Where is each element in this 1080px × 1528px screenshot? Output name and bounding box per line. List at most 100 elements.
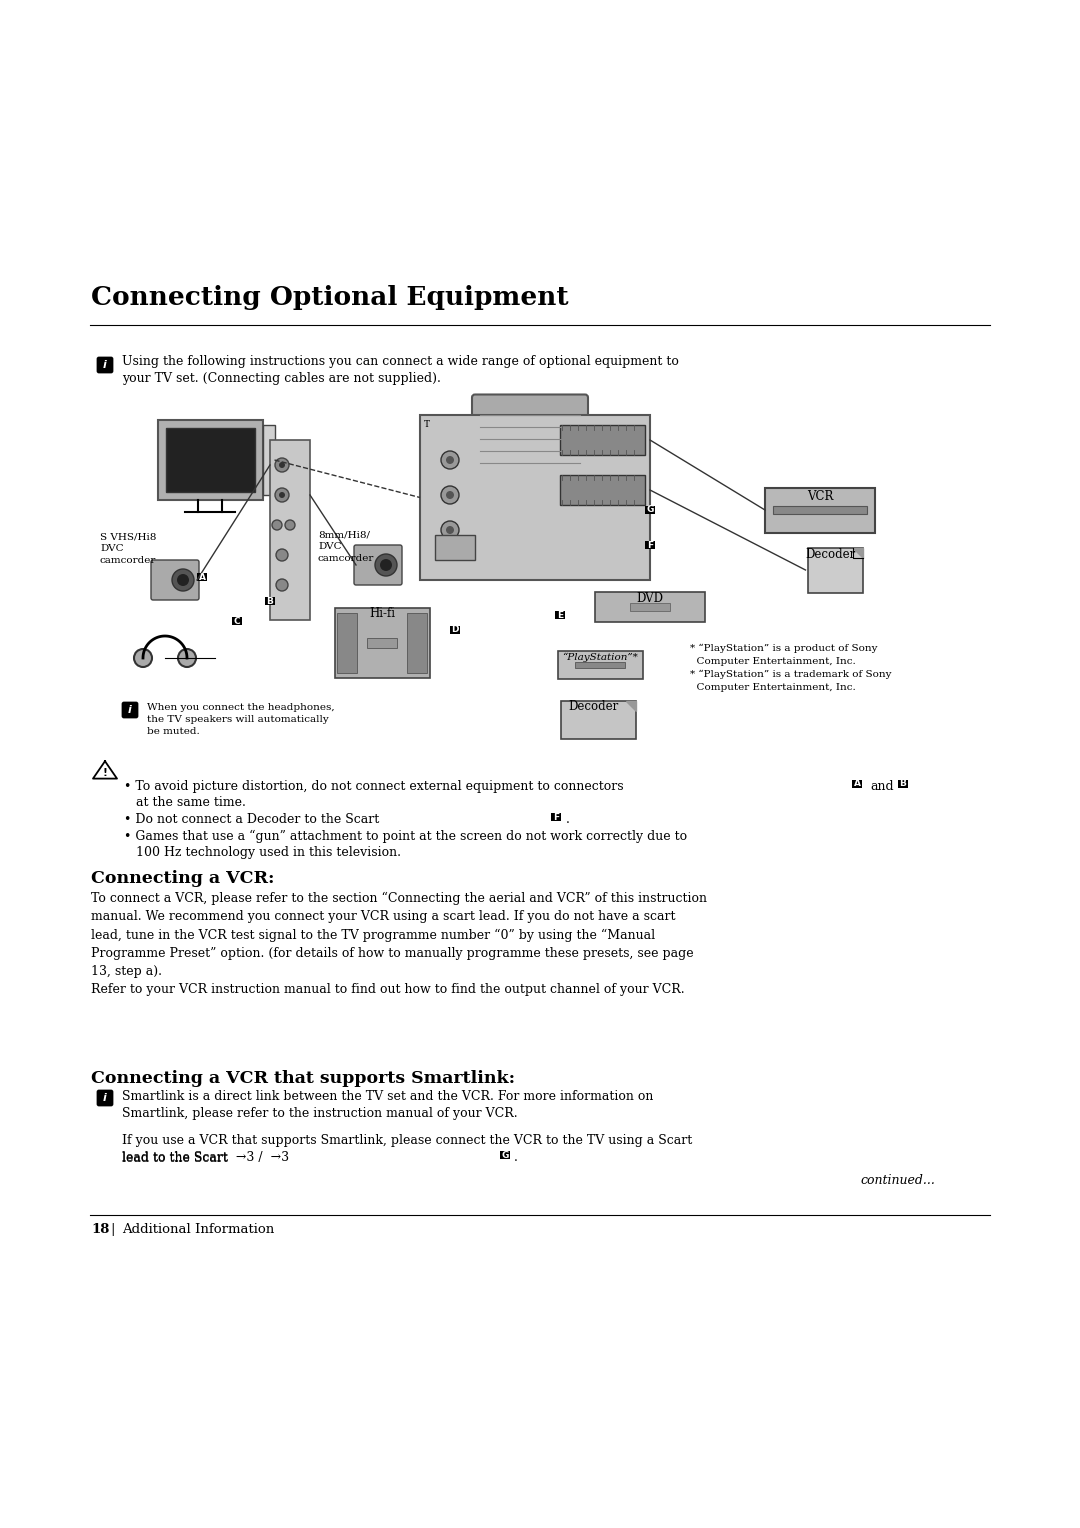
FancyBboxPatch shape (645, 541, 656, 550)
Circle shape (177, 575, 189, 587)
FancyBboxPatch shape (450, 626, 460, 634)
Text: S VHS/Hi8
DVC
camcorder: S VHS/Hi8 DVC camcorder (100, 532, 157, 565)
Circle shape (441, 486, 459, 504)
FancyBboxPatch shape (557, 651, 643, 678)
Text: Additional Information: Additional Information (122, 1222, 274, 1236)
Text: G: G (501, 1151, 509, 1160)
Circle shape (172, 568, 194, 591)
Text: 8mm/Hi8/
DVC
camcorder: 8mm/Hi8/ DVC camcorder (318, 530, 375, 562)
FancyBboxPatch shape (97, 1091, 112, 1106)
Text: i: i (103, 1093, 107, 1103)
Circle shape (441, 451, 459, 469)
Text: .: . (514, 1151, 518, 1164)
Text: • To avoid picture distortion, do not connect external equipment to connectors: • To avoid picture distortion, do not co… (124, 779, 623, 793)
Text: * “PlayStation” is a trademark of Sony: * “PlayStation” is a trademark of Sony (690, 669, 891, 680)
FancyBboxPatch shape (266, 597, 274, 605)
Text: Connecting Optional Equipment: Connecting Optional Equipment (91, 286, 569, 310)
Circle shape (276, 549, 288, 561)
Text: Decoder: Decoder (568, 700, 618, 714)
FancyBboxPatch shape (158, 420, 262, 500)
Text: Connecting a VCR:: Connecting a VCR: (91, 869, 274, 886)
FancyBboxPatch shape (198, 573, 206, 581)
Polygon shape (93, 761, 117, 779)
FancyBboxPatch shape (337, 613, 357, 672)
FancyBboxPatch shape (270, 440, 310, 620)
Text: If you use a VCR that supports Smartlink, please connect the VCR to the TV using: If you use a VCR that supports Smartlink… (122, 1134, 692, 1164)
Circle shape (134, 649, 152, 668)
Circle shape (441, 521, 459, 539)
Text: Smartlink is a direct link between the TV set and the VCR. For more information : Smartlink is a direct link between the T… (122, 1089, 653, 1120)
Text: .: . (566, 813, 570, 827)
Circle shape (285, 520, 295, 530)
Circle shape (178, 649, 195, 668)
FancyBboxPatch shape (561, 425, 645, 455)
Circle shape (276, 579, 288, 591)
Text: and: and (870, 779, 893, 793)
Circle shape (275, 458, 289, 472)
Text: !: ! (103, 767, 107, 778)
FancyBboxPatch shape (354, 545, 402, 585)
FancyBboxPatch shape (262, 425, 274, 495)
FancyBboxPatch shape (575, 662, 625, 668)
FancyBboxPatch shape (595, 591, 705, 622)
FancyBboxPatch shape (367, 639, 397, 648)
Text: C: C (233, 616, 241, 625)
Text: Connecting a VCR that supports Smartlink:: Connecting a VCR that supports Smartlink… (91, 1070, 515, 1086)
Circle shape (446, 455, 454, 465)
Text: To connect a VCR, please refer to the section “Connecting the aerial and VCR” of: To connect a VCR, please refer to the se… (91, 892, 707, 996)
Text: at the same time.: at the same time. (136, 796, 246, 808)
Text: “PlayStation”*: “PlayStation”* (562, 652, 638, 662)
FancyBboxPatch shape (122, 703, 137, 718)
Text: |: | (110, 1222, 114, 1236)
Text: lead to the Scart  →3 /  →3: lead to the Scart →3 / →3 (122, 1151, 289, 1164)
FancyBboxPatch shape (435, 535, 475, 559)
FancyBboxPatch shape (852, 781, 862, 788)
Circle shape (279, 492, 285, 498)
Circle shape (375, 555, 397, 576)
Circle shape (446, 526, 454, 533)
FancyBboxPatch shape (165, 428, 255, 492)
FancyBboxPatch shape (335, 608, 430, 678)
Text: 100 Hz technology used in this television.: 100 Hz technology used in this televisio… (136, 847, 401, 859)
FancyBboxPatch shape (151, 559, 199, 601)
Text: When you connect the headphones,
the TV speakers will automatically
be muted.: When you connect the headphones, the TV … (147, 703, 335, 735)
FancyBboxPatch shape (500, 1151, 510, 1158)
Text: • Do not connect a Decoder to the Scart: • Do not connect a Decoder to the Scart (124, 813, 379, 827)
Text: Computer Entertainment, Inc.: Computer Entertainment, Inc. (690, 657, 855, 666)
FancyBboxPatch shape (407, 613, 427, 672)
Circle shape (446, 490, 454, 500)
Text: i: i (129, 704, 132, 715)
FancyBboxPatch shape (765, 487, 875, 532)
Text: E: E (557, 611, 563, 619)
FancyBboxPatch shape (232, 617, 242, 625)
Text: Computer Entertainment, Inc.: Computer Entertainment, Inc. (690, 683, 855, 692)
FancyBboxPatch shape (561, 701, 635, 740)
Text: A: A (853, 779, 861, 788)
FancyBboxPatch shape (808, 547, 863, 593)
Text: DVD: DVD (636, 591, 663, 605)
Circle shape (380, 559, 392, 571)
Text: Decoder: Decoder (805, 549, 855, 561)
FancyBboxPatch shape (552, 813, 561, 821)
Text: i: i (103, 361, 107, 370)
Circle shape (275, 487, 289, 503)
Text: T: T (424, 420, 430, 429)
FancyBboxPatch shape (645, 506, 656, 515)
Polygon shape (852, 547, 863, 558)
FancyBboxPatch shape (630, 604, 670, 611)
FancyBboxPatch shape (97, 358, 112, 373)
Text: continued...: continued... (860, 1174, 935, 1187)
Text: Using the following instructions you can connect a wide range of optional equipm: Using the following instructions you can… (122, 354, 679, 385)
Text: 18: 18 (91, 1222, 109, 1236)
Text: • Games that use a “gun” attachment to point at the screen do not work correctly: • Games that use a “gun” attachment to p… (124, 830, 687, 843)
Text: G: G (646, 506, 653, 515)
FancyBboxPatch shape (899, 781, 907, 788)
FancyBboxPatch shape (420, 416, 650, 581)
Text: F: F (647, 541, 653, 550)
Text: VCR: VCR (807, 490, 833, 503)
Text: * “PlayStation” is a product of Sony: * “PlayStation” is a product of Sony (690, 643, 877, 654)
FancyBboxPatch shape (472, 394, 588, 475)
Polygon shape (625, 701, 635, 711)
Circle shape (279, 461, 285, 468)
FancyBboxPatch shape (561, 475, 645, 504)
